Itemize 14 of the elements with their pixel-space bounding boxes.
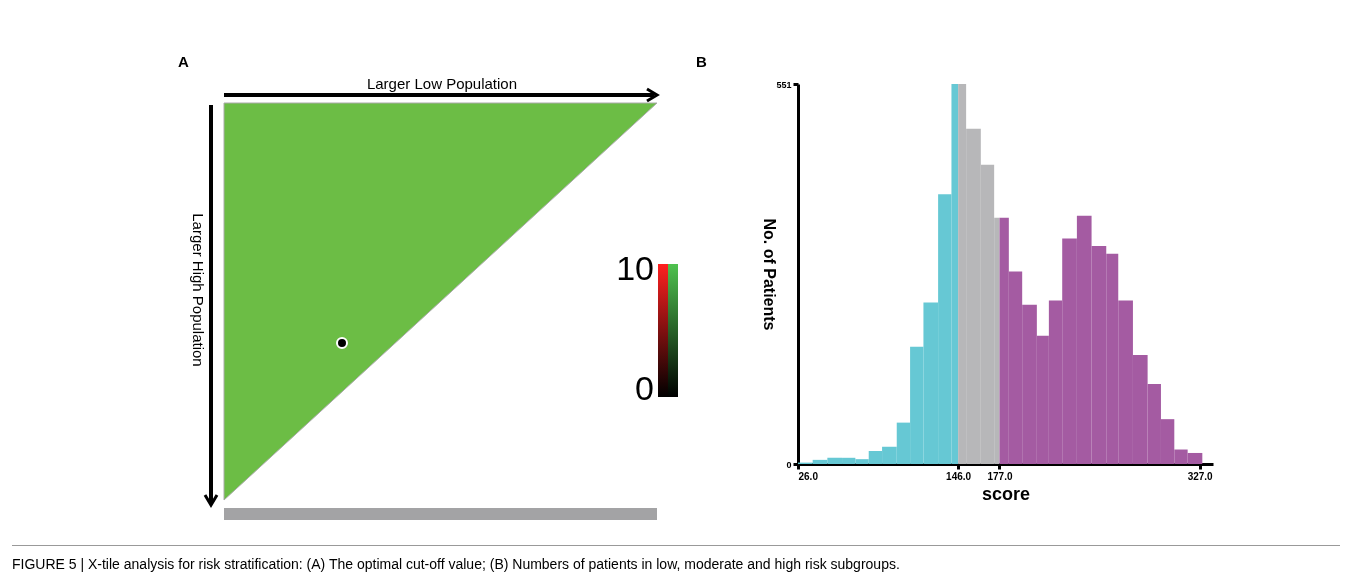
y-tick-label: 551 <box>776 79 792 90</box>
text: Larger Low Population <box>366 75 518 92</box>
text: 0 <box>635 369 654 407</box>
x-tick-label: 146.0 <box>946 470 972 482</box>
chart-title: B <box>695 53 707 70</box>
text: 10 <box>616 249 654 287</box>
caption: FIGURE 5 | X-tile analysis for risk stratification: (A) The optimal cut-off value; (B) Numbers of patients in low, moderate and high risk subgroups. <box>12 556 901 572</box>
x-tick-label: 177.0 <box>987 470 1013 482</box>
x-tick-label: 327.0 <box>1187 470 1214 482</box>
x-tick-label: 26.0 <box>798 470 819 482</box>
y-axis-title: No. of Patients <box>761 218 779 331</box>
x-axis-title: score <box>981 483 1031 504</box>
text: A <box>178 53 189 70</box>
text: Larger High Population <box>190 213 207 367</box>
